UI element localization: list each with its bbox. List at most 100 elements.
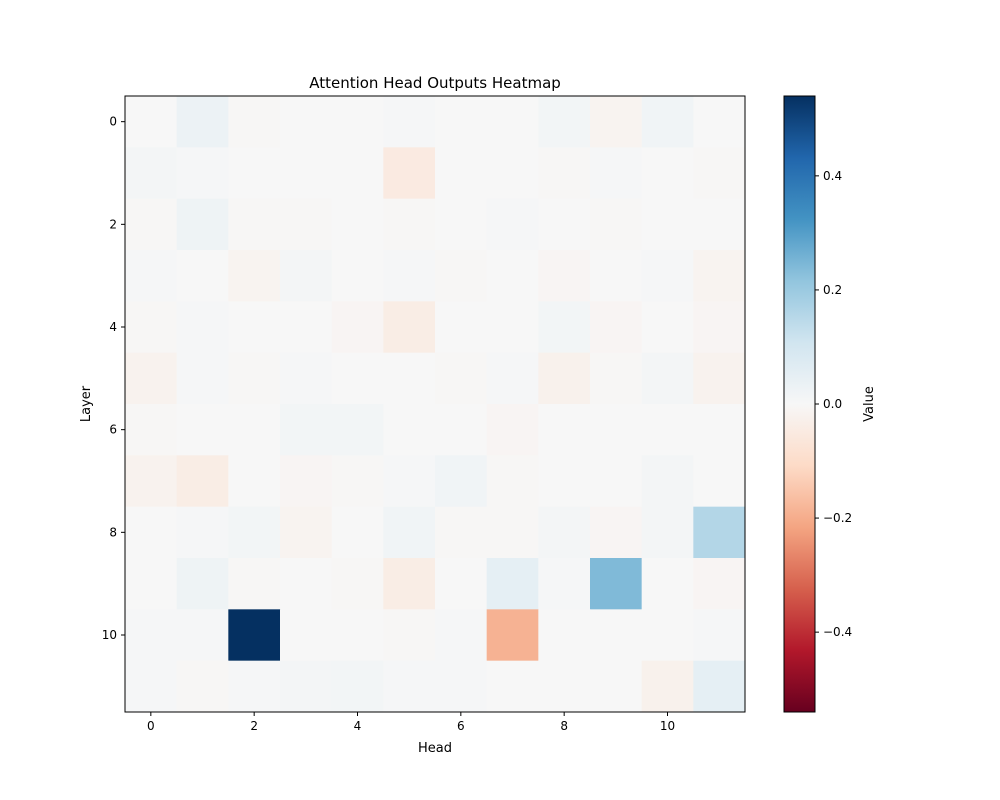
- heatmap-cell-r4-c11: [693, 301, 746, 354]
- heatmap-cell-r7-c8: [538, 455, 591, 508]
- heatmap-cell-r4-c8: [538, 301, 591, 354]
- heatmap-cell-r7-c4: [331, 455, 384, 508]
- heatmap-cell-r10-c7: [486, 609, 539, 662]
- heatmap-cell-r5-c8: [538, 352, 591, 405]
- heatmap-cell-r11-c11: [693, 660, 746, 713]
- heatmap-cell-r1-c4: [331, 147, 384, 200]
- colorbar-ticks: 0.4 0.2 0.0 −0.2 −0.4: [815, 169, 852, 639]
- heatmap-cell-r0-c1: [176, 96, 229, 148]
- heatmap-cell-r6-c7: [486, 404, 539, 456]
- heatmap-cell-r6-c1: [176, 404, 229, 456]
- heatmap-cell-r11-c0: [125, 660, 178, 713]
- heatmap-cell-r0-c8: [538, 96, 591, 148]
- heatmap-cell-r1-c2: [228, 147, 281, 200]
- heatmap-cell-r5-c7: [486, 352, 539, 405]
- heatmap-cell-r4-c1: [176, 301, 229, 354]
- heatmap-cell-r6-c6: [435, 404, 488, 456]
- y-tick-label: 4: [109, 320, 117, 334]
- heatmap-cell-r6-c5: [383, 404, 436, 456]
- heatmap-cell-r2-c7: [486, 198, 539, 251]
- heatmap-cell-r7-c11: [693, 455, 746, 508]
- heatmap-cell-r1-c5: [383, 147, 436, 200]
- heatmap-cell-r1-c8: [538, 147, 591, 200]
- x-tick-label: 0: [147, 719, 155, 733]
- heatmap-cell-r10-c5: [383, 609, 436, 662]
- heatmap-cell-r10-c10: [641, 609, 694, 662]
- y-axis-label: Layer: [79, 385, 94, 422]
- colorbar-tick-label: 0.0: [823, 397, 842, 411]
- colorbar-tick-label: −0.4: [823, 625, 852, 639]
- heatmap-cell-r2-c8: [538, 198, 591, 251]
- colorbar: [783, 95, 816, 713]
- heatmap-cell-r10-c11: [693, 609, 746, 662]
- heatmap-cell-r1-c6: [435, 147, 488, 200]
- heatmap-cell-r9-c7: [486, 558, 539, 610]
- heatmap-cell-r11-c4: [331, 660, 384, 713]
- heatmap-cell-r0-c7: [486, 96, 539, 148]
- heatmap-cell-r0-c4: [331, 96, 384, 148]
- heatmap-cell-r4-c9: [590, 301, 643, 354]
- heatmap-cell-r2-c4: [331, 198, 384, 251]
- heatmap-cell-r4-c5: [383, 301, 436, 354]
- x-tick-label: 6: [457, 719, 465, 733]
- heatmap-cell-r8-c5: [383, 506, 436, 559]
- y-tick-label: 2: [109, 217, 117, 231]
- heatmap-cell-r9-c5: [383, 558, 436, 610]
- heatmap-cell-r9-c2: [228, 558, 281, 610]
- heatmap-cell-r5-c0: [125, 352, 178, 405]
- y-axis-ticks: 0 2 4 6 8 10: [102, 115, 125, 642]
- chart-title: Attention Head Outputs Heatmap: [309, 74, 561, 92]
- heatmap-cell-r2-c9: [590, 198, 643, 251]
- heatmap-cell-r7-c9: [590, 455, 643, 508]
- heatmap-cell-r0-c11: [693, 96, 746, 148]
- heatmap-cell-r2-c1: [176, 198, 229, 251]
- heatmap-cell-r7-c6: [435, 455, 488, 508]
- heatmap-cell-r5-c10: [641, 352, 694, 405]
- heatmap-cell-r2-c0: [125, 198, 178, 251]
- heatmap-cell-r7-c0: [125, 455, 178, 508]
- heatmap-cell-r10-c9: [590, 609, 643, 662]
- heatmap-cell-r5-c6: [435, 352, 488, 405]
- heatmap-cell-r11-c5: [383, 660, 436, 713]
- heatmap-cell-r3-c9: [590, 250, 643, 302]
- heatmap-cell-r9-c6: [435, 558, 488, 610]
- heatmap-cell-r11-c3: [280, 660, 333, 713]
- heatmap-cell-r4-c4: [331, 301, 384, 354]
- heatmap-cell-r5-c9: [590, 352, 643, 405]
- x-tick-label: 8: [560, 719, 568, 733]
- colorbar-tick-label: 0.4: [823, 169, 842, 183]
- heatmap-cell-r2-c6: [435, 198, 488, 251]
- x-tick-label: 4: [354, 719, 362, 733]
- heatmap-cell-r6-c4: [331, 404, 384, 456]
- heatmap-cell-r7-c5: [383, 455, 436, 508]
- heatmap-cell-r11-c9: [590, 660, 643, 713]
- heatmap-cell-r4-c2: [228, 301, 281, 354]
- heatmap-cell-r10-c3: [280, 609, 333, 662]
- heatmap-cell-r8-c7: [486, 506, 539, 559]
- heatmap-cell-r10-c8: [538, 609, 591, 662]
- heatmap-cell-r7-c3: [280, 455, 333, 508]
- heatmap-cell-r5-c3: [280, 352, 333, 405]
- heatmap-cell-r6-c0: [125, 404, 178, 456]
- heatmap-cell-r3-c10: [641, 250, 694, 302]
- heatmap-cells: [125, 96, 746, 713]
- heatmap-cell-r2-c3: [280, 198, 333, 251]
- heatmap-cell-r8-c10: [641, 506, 694, 559]
- heatmap-cell-r1-c9: [590, 147, 643, 200]
- heatmap-cell-r8-c11: [693, 506, 746, 559]
- heatmap-cell-r0-c5: [383, 96, 436, 148]
- colorbar-tick-label: −0.2: [823, 511, 852, 525]
- x-axis-label: Head: [418, 741, 452, 756]
- heatmap-cell-r3-c4: [331, 250, 384, 302]
- heatmap-cell-r9-c3: [280, 558, 333, 610]
- heatmap-cell-r1-c11: [693, 147, 746, 200]
- heatmap-cell-r6-c10: [641, 404, 694, 456]
- heatmap-cell-r3-c1: [176, 250, 229, 302]
- heatmap-cell-r6-c9: [590, 404, 643, 456]
- heatmap-cell-r3-c6: [435, 250, 488, 302]
- y-tick-label: 10: [102, 628, 117, 642]
- heatmap-cell-r4-c10: [641, 301, 694, 354]
- heatmap-cell-r7-c2: [228, 455, 281, 508]
- plot-frame: [124, 95, 746, 713]
